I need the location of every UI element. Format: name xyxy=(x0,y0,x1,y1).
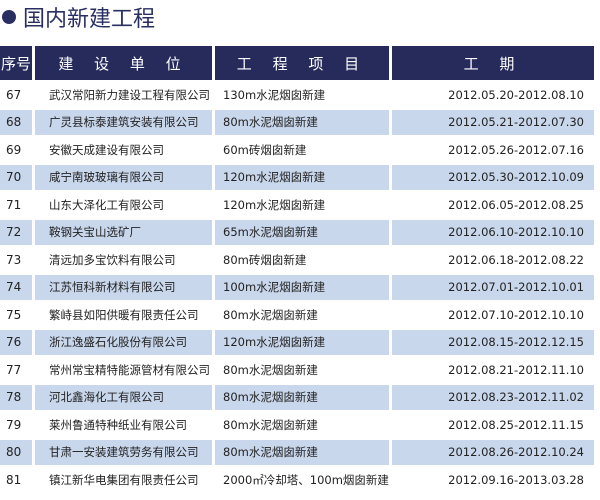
row-unit: 常州常宝精特能源管材有限公司 xyxy=(49,362,210,377)
table-row: 68 广灵县标泰建筑安装有限公司 80m水泥烟囱新建 2012.05.21-2012.… xyxy=(0,109,594,135)
row-unit: 广灵县标泰建筑安装有限公司 xyxy=(35,109,212,135)
header-no: 序号 xyxy=(0,46,32,80)
row-period: 2012.08.26-2012.10.24 xyxy=(391,439,594,465)
row-period: 2012.05.30-2012.10.09 xyxy=(391,164,594,190)
row-period: 2012.08.25-2012.11.15 xyxy=(448,417,584,432)
row-no: 79 xyxy=(6,417,22,432)
row-project: 80m砖烟囱新建 xyxy=(223,252,307,267)
table-row: 78 河北鑫海化工有限公司 80m水泥烟囱新建 2012.08.23-2012.11.… xyxy=(0,384,594,410)
row-no: 74 xyxy=(0,274,32,300)
row-period: 2012.05.26-2012.07.16 xyxy=(448,142,584,157)
row-period: 2012.05.20-2012.08.10 xyxy=(448,87,584,102)
header-project: 工 程 项 目 xyxy=(215,46,389,80)
row-project: 80m水泥烟囱新建 xyxy=(215,384,389,410)
page-title: 国内新建工程 xyxy=(2,2,155,32)
row-no: 67 xyxy=(6,87,22,102)
row-no: 71 xyxy=(6,197,22,212)
row-no: 72 xyxy=(0,219,32,245)
row-no: 81 xyxy=(6,472,22,487)
row-unit: 咸宁南玻玻璃有限公司 xyxy=(35,164,212,190)
row-no: 77 xyxy=(6,362,22,377)
page-title-text: 国内新建工程 xyxy=(23,7,156,32)
row-unit: 甘肃一安装建筑劳务有限公司 xyxy=(35,439,212,465)
row-unit: 河北鑫海化工有限公司 xyxy=(35,384,212,410)
table-row: 75 繁峙县如阳供暖有限责任公司 80m水泥烟囱新建 2012.07.10-2012.… xyxy=(0,302,594,328)
row-project: 80m水泥烟囱新建 xyxy=(223,362,318,377)
row-period: 2012.08.23-2012.11.02 xyxy=(391,384,594,410)
row-no: 78 xyxy=(0,384,32,410)
row-no: 70 xyxy=(0,164,32,190)
row-unit: 江苏恒科新材料有限公司 xyxy=(35,274,212,300)
table-row: 72 鞍钢关宝山选矿厂 65m水泥烟囱新建 2012.06.10-2012.10.10 xyxy=(0,219,594,245)
row-project: 130m水泥烟囱新建 xyxy=(223,87,326,102)
row-project: 65m水泥烟囱新建 xyxy=(215,219,389,245)
row-unit: 清远加多宝饮料有限公司 xyxy=(49,252,176,267)
table-row: 73 清远加多宝饮料有限公司 80m砖烟囱新建 2012.06.18-2012.08.… xyxy=(0,247,594,273)
row-unit: 山东大泽化工有限公司 xyxy=(49,197,164,212)
row-period: 2012.08.15-2012.12.15 xyxy=(391,329,594,355)
row-unit: 莱州鲁通特种纸业有限公司 xyxy=(49,417,187,432)
table-row: 79 莱州鲁通特种纸业有限公司 80m水泥烟囱新建 2012.08.25-2012.1… xyxy=(0,412,594,438)
row-unit: 繁峙县如阳供暖有限责任公司 xyxy=(49,307,199,322)
header-period: 工 期 xyxy=(391,46,594,80)
row-project: 100m水泥烟囱新建 xyxy=(215,274,389,300)
row-period: 2012.07.01-2012.10.01 xyxy=(391,274,594,300)
row-no: 68 xyxy=(0,109,32,135)
table-header: 序号 建 设 单 位 工 程 项 目 工 期 xyxy=(0,46,594,80)
row-unit: 镇江新华电集团有限责任公司 xyxy=(49,472,199,487)
row-project: 120m水泥烟囱新建 xyxy=(215,164,389,190)
row-period: 2012.07.10-2012.10.10 xyxy=(448,307,584,322)
bullet-icon xyxy=(2,10,16,24)
row-period: 2012.08.21-2012.11.10 xyxy=(448,362,584,377)
row-project: 80m水泥烟囱新建 xyxy=(215,439,389,465)
row-project: 120m水泥烟囱新建 xyxy=(215,329,389,355)
row-period: 2012.06.05-2012.08.25 xyxy=(448,197,584,212)
row-project: 80m水泥烟囱新建 xyxy=(223,307,318,322)
table-row: 81 镇江新华电集团有限责任公司 2000㎡冷却塔、100m烟囱新建 2012.09.… xyxy=(0,467,594,493)
table-row: 76 浙江逸盛石化股份有限公司 120m水泥烟囱新建 2012.08.15-2012.… xyxy=(0,329,594,355)
row-no: 76 xyxy=(0,329,32,355)
table-row: 80 甘肃一安装建筑劳务有限公司 80m水泥烟囱新建 2012.08.26-2012.… xyxy=(0,439,594,465)
row-no: 75 xyxy=(6,307,22,322)
row-unit: 浙江逸盛石化股份有限公司 xyxy=(35,329,212,355)
row-project: 60m砖烟囱新建 xyxy=(223,142,307,157)
row-period: 2012.05.21-2012.07.30 xyxy=(391,109,594,135)
row-unit: 武汉常阳新力建设工程有限公司 xyxy=(49,87,210,102)
row-period: 2012.06.18-2012.08.22 xyxy=(448,252,584,267)
row-unit: 鞍钢关宝山选矿厂 xyxy=(35,219,212,245)
row-period: 2012.09.16-2013.03.28 xyxy=(448,472,584,487)
table-row: 69 安徽天成建设有限公司 60m砖烟囱新建 2012.05.26-2012.07.1… xyxy=(0,137,594,163)
row-no: 69 xyxy=(6,142,22,157)
table-row: 74 江苏恒科新材料有限公司 100m水泥烟囱新建 2012.07.01-2012.1… xyxy=(0,274,594,300)
row-unit: 安徽天成建设有限公司 xyxy=(49,142,164,157)
table-row: 70 咸宁南玻玻璃有限公司 120m水泥烟囱新建 2012.05.30-2012.10… xyxy=(0,164,594,190)
row-no: 73 xyxy=(6,252,22,267)
table-row: 77 常州常宝精特能源管材有限公司 80m水泥烟囱新建 2012.08.21-2012… xyxy=(0,357,594,383)
table-row: 67 武汉常阳新力建设工程有限公司 130m水泥烟囱新建 2012.05.20-201… xyxy=(0,82,594,108)
row-project: 80m水泥烟囱新建 xyxy=(223,417,318,432)
row-no: 80 xyxy=(0,439,32,465)
projects-table: 序号 建 设 单 位 工 程 项 目 工 期 67 武汉常阳新力建设工程有限公司 1… xyxy=(0,44,597,495)
table-row: 71 山东大泽化工有限公司 120m水泥烟囱新建 2012.06.05-2012.08… xyxy=(0,192,594,218)
row-project: 2000㎡冷却塔、100m烟囱新建 xyxy=(223,472,389,487)
header-unit: 建 设 单 位 xyxy=(35,46,212,80)
row-project: 120m水泥烟囱新建 xyxy=(223,197,326,212)
row-project: 80m水泥烟囱新建 xyxy=(215,109,389,135)
row-period: 2012.06.10-2012.10.10 xyxy=(391,219,594,245)
